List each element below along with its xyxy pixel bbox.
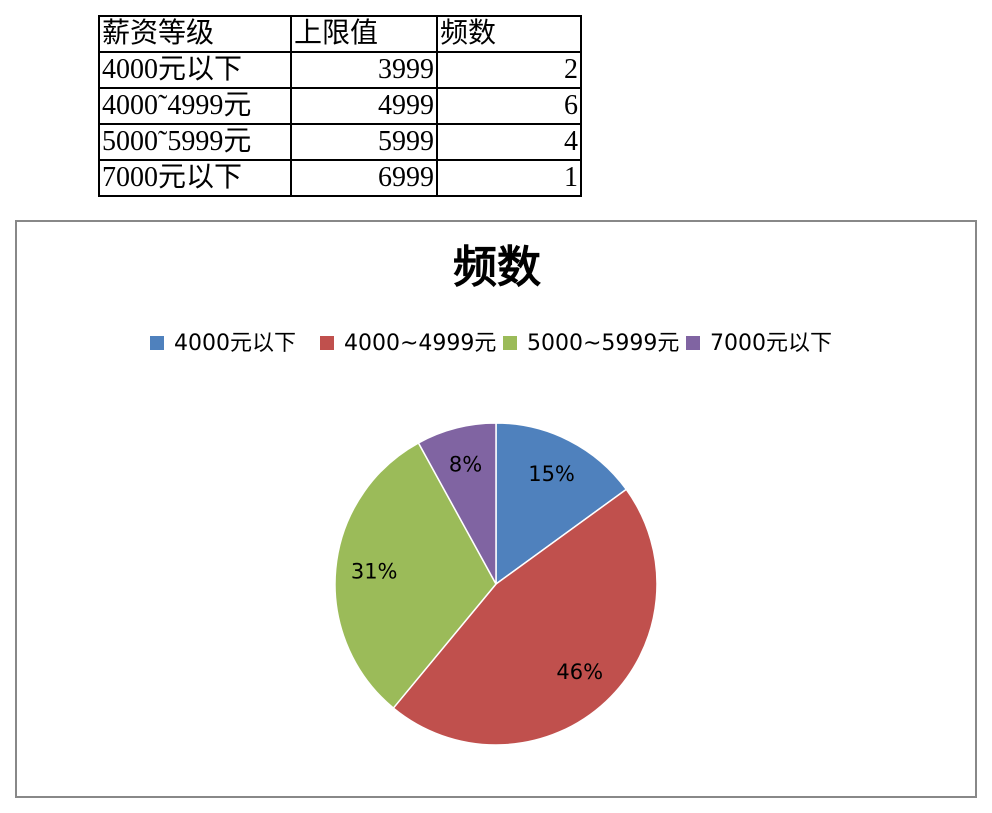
table-row: 薪资等级 上限值 频数 [98, 15, 582, 53]
legend-swatch [503, 336, 517, 350]
pie-slice [495, 422, 628, 586]
data-label: 15% [528, 462, 575, 486]
chart-title: 频数 [453, 242, 541, 293]
pie-slice [334, 441, 497, 710]
table-cell: 2 [436, 51, 582, 89]
table-cell: 上限值 [290, 15, 438, 53]
table-cell: 4999 [290, 87, 438, 125]
legend-swatch [686, 336, 700, 350]
table-cell: 薪资等级 [98, 15, 292, 53]
table-row: 5000˜5999元 5999 4 [98, 123, 582, 161]
legend-swatch [320, 336, 334, 350]
table-cell: 5999 [290, 123, 438, 161]
legend-label: 4000~4999元 [344, 331, 496, 356]
table-row: 4000元以下 3999 2 [98, 51, 582, 89]
table-cell: 6999 [290, 159, 438, 197]
data-label: 8% [449, 452, 482, 476]
table-row: 4000˜4999元 4999 6 [98, 87, 582, 125]
table-cell: 4000元以下 [98, 51, 292, 89]
legend-label: 4000元以下 [174, 331, 296, 356]
table-cell: 1 [436, 159, 582, 197]
legend-label: 5000~5999元 [527, 331, 679, 356]
table-cell: 3999 [290, 51, 438, 89]
table-cell: 4 [436, 123, 582, 161]
table-row: 7000元以下 6999 1 [98, 159, 582, 197]
pie-slice [417, 422, 497, 585]
table-cell: 6 [436, 87, 582, 125]
data-table: 薪资等级 上限值 频数 4000元以下 3999 2 4000˜4999元 4999 6 5000… [98, 15, 582, 197]
data-label: 46% [556, 660, 603, 684]
legend-label: 7000元以下 [710, 331, 832, 356]
table-cell: 7000元以下 [98, 159, 292, 197]
table-cell: 频数 [436, 15, 582, 53]
table-cell: 5000˜5999元 [98, 123, 292, 161]
pie-slice [392, 488, 658, 746]
data-label: 31% [351, 559, 398, 583]
table-cell: 4000˜4999元 [98, 87, 292, 125]
legend-swatch [150, 336, 164, 350]
